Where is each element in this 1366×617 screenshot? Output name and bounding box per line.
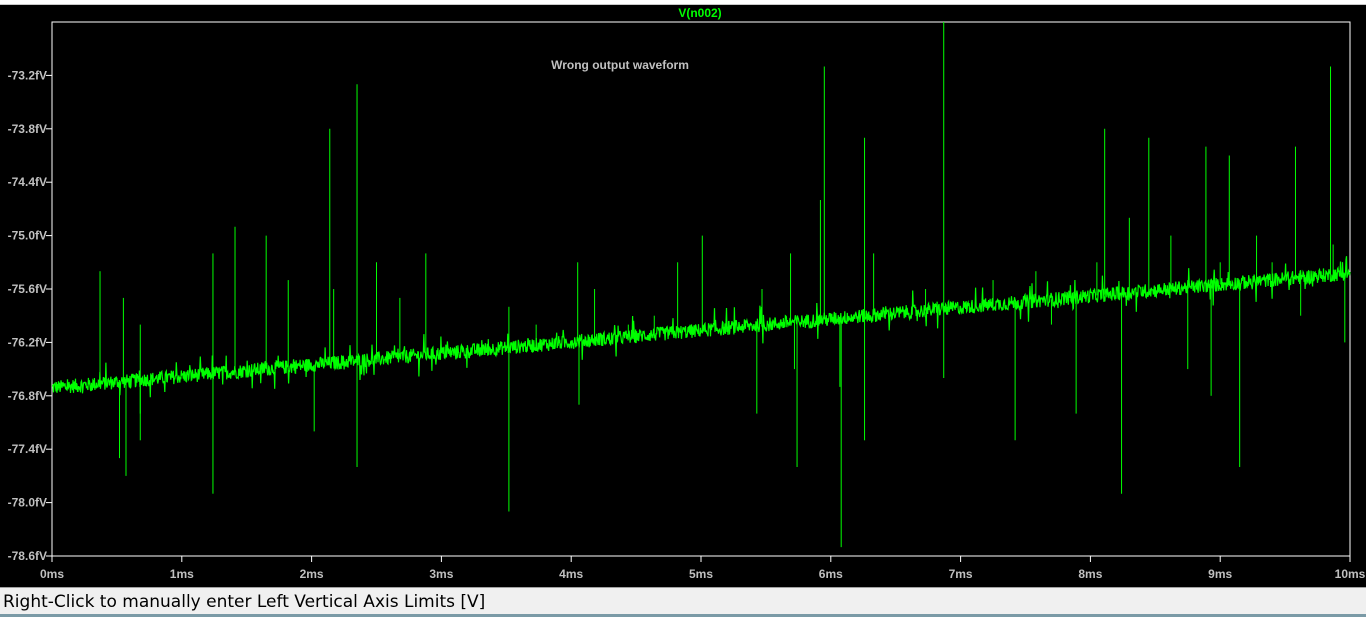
y-tick-label: -78.0fV <box>8 496 47 510</box>
status-bar-accent <box>0 614 1366 617</box>
y-tick-label: -75.6fV <box>8 282 47 296</box>
x-tick-label: 4ms <box>559 567 583 581</box>
x-tick-label: 8ms <box>1078 567 1102 581</box>
x-tick-label: 7ms <box>949 567 973 581</box>
plot-area[interactable] <box>51 21 1351 557</box>
x-tick-label: 0ms <box>40 567 64 581</box>
y-tick-label: -76.2fV <box>8 335 47 349</box>
y-tick-label: -76.8fV <box>8 389 47 403</box>
y-tick-label: -78.6fV <box>8 549 47 563</box>
x-tick-label: 5ms <box>689 567 713 581</box>
x-tick-label: 6ms <box>819 567 843 581</box>
x-tick-label: 2ms <box>300 567 324 581</box>
y-tick-label: -74.4fV <box>8 175 47 189</box>
spike-group <box>99 22 1346 548</box>
trace-group <box>51 256 1351 398</box>
status-bar: Right-Click to manually enter Left Verti… <box>0 587 1366 617</box>
status-text: Right-Click to manually enter Left Verti… <box>3 592 486 612</box>
plot-annotation: Wrong output waveform <box>551 58 689 72</box>
y-tick-label: -73.2fV <box>8 68 47 82</box>
waveform-plot[interactable]: -73.2fV -73.8fV -74.4fV -75.0fV -75.6fV -76.2… <box>0 0 1366 587</box>
series-line <box>51 256 1351 398</box>
window-top-edge <box>0 0 1366 5</box>
x-tick-label: 1ms <box>170 567 194 581</box>
y-tick-label: -77.4fV <box>8 442 47 456</box>
trace-name-label[interactable]: V(n002) <box>678 6 721 20</box>
y-axis: -73.2fV -73.8fV -74.4fV -75.0fV -75.6fV -76.2… <box>8 68 52 563</box>
x-tick-label: 3ms <box>429 567 453 581</box>
x-tick-label: 9ms <box>1208 567 1232 581</box>
x-axis: 0ms 1ms 2ms 3ms 4ms 5ms 6ms 7ms 8ms 9ms 10ms <box>40 556 1366 581</box>
y-tick-label: -75.0fV <box>8 229 47 243</box>
y-tick-label: -73.8fV <box>8 122 47 136</box>
x-tick-label: 10ms <box>1335 567 1366 581</box>
